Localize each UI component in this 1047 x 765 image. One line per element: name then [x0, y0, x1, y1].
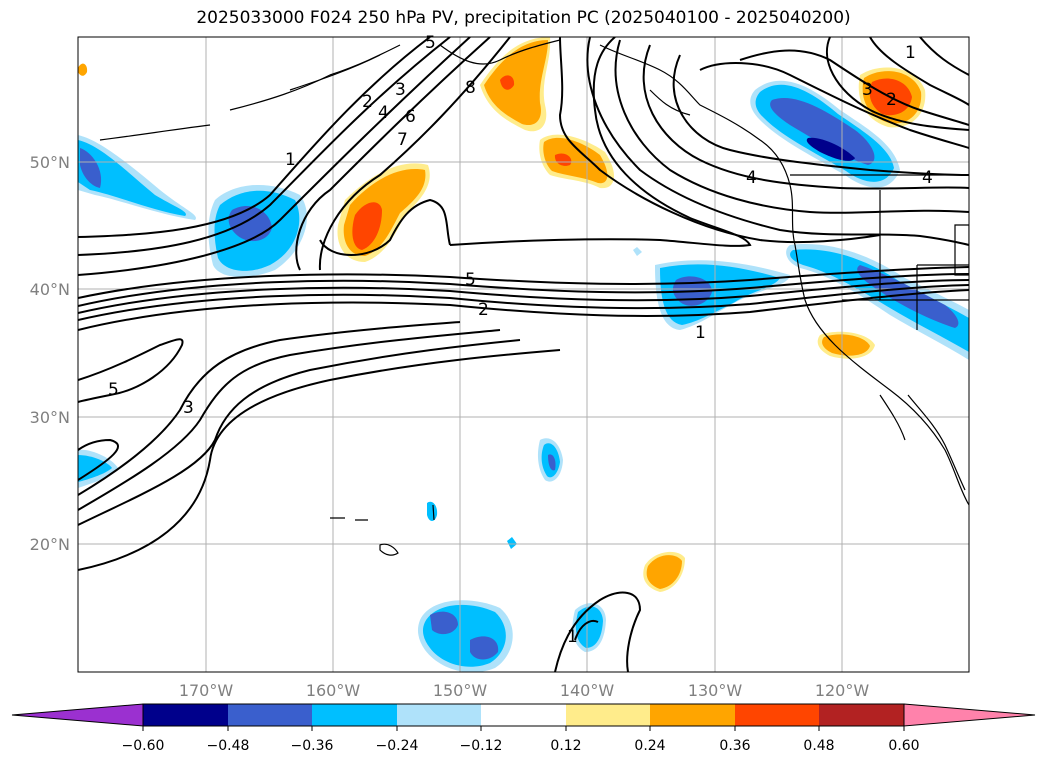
- colorbar-bin: [566, 704, 650, 726]
- coastlines: [99, 39, 969, 556]
- colorbar-tick-label: 0.12: [550, 738, 581, 754]
- colorbar-tick-label: 0.48: [803, 738, 834, 754]
- contour-label: 1: [905, 43, 916, 63]
- contour-label: 4: [746, 168, 757, 188]
- colorbar-bin: [143, 704, 228, 726]
- colorbar-tick-label: 0.24: [634, 738, 665, 754]
- colorbar-bin: [397, 704, 481, 726]
- contour-label: 3: [395, 80, 406, 100]
- lat-label: 20°N: [30, 535, 70, 554]
- map-frame: [77, 36, 970, 673]
- colorbar-tick-label: −0.60: [122, 738, 165, 754]
- pv-contours: [78, 37, 969, 672]
- colorbar-tick-label: −0.48: [207, 738, 250, 754]
- colorbar-bin: [481, 704, 566, 726]
- colorbar-tick-label: 0.36: [719, 738, 750, 754]
- colorbar-tick-label: −0.36: [291, 738, 334, 754]
- contour-label: 4: [922, 168, 933, 188]
- contour-label: 2: [478, 300, 489, 320]
- lon-label: 130°W: [688, 681, 743, 700]
- contour-label: 5: [465, 270, 476, 290]
- map-title: 2025033000 F024 250 hPa PV, precipitatio…: [196, 8, 851, 28]
- colorbar-tick-label: 0.60: [888, 738, 919, 754]
- colorbar-bin: [650, 704, 735, 726]
- contour-label: 7: [397, 130, 408, 150]
- contour-label: 2: [886, 90, 897, 110]
- contour-labels: 1 2 3 4 5 6 7 8 5 2 1 5 3 1 4 3 2 1 4: [108, 33, 933, 647]
- colorbar-extend-high: [903, 703, 1036, 727]
- longitude-labels: 170°W 160°W 150°W 140°W 130°W 120°W: [179, 681, 870, 700]
- contour-label: 5: [108, 380, 119, 400]
- lon-label: 140°W: [560, 681, 615, 700]
- contour-label: 1: [567, 627, 578, 647]
- colorbar-bin: [228, 704, 312, 726]
- lat-label: 50°N: [30, 153, 70, 172]
- colorbar-tick-label: −0.24: [376, 738, 419, 754]
- contour-label: 8: [465, 78, 476, 98]
- contour-label: 1: [695, 323, 706, 343]
- colorbar-extend-low: [11, 703, 144, 727]
- colorbar-bin: [312, 704, 397, 726]
- contour-label: 2: [362, 92, 373, 112]
- contour-label: 5: [425, 33, 436, 53]
- contour-label: 3: [862, 80, 873, 100]
- colorbar: −0.60 −0.48 −0.36 −0.24 −0.12 0.12 0.24 …: [11, 703, 1036, 754]
- colorbar-bin: [735, 704, 819, 726]
- lon-label: 170°W: [179, 681, 234, 700]
- contour-label: 1: [285, 150, 296, 170]
- lat-label: 40°N: [30, 280, 70, 299]
- contour-label: 4: [378, 103, 389, 123]
- lon-label: 150°W: [433, 681, 488, 700]
- colorbar-bin: [819, 704, 904, 726]
- lon-label: 120°W: [815, 681, 870, 700]
- colorbar-tick-label: −0.12: [460, 738, 503, 754]
- lat-label: 30°N: [30, 408, 70, 427]
- lon-label: 160°W: [306, 681, 361, 700]
- contour-label: 3: [183, 398, 194, 418]
- latitude-labels: 50°N 40°N 30°N 20°N: [30, 153, 70, 554]
- contour-label: 6: [405, 107, 416, 127]
